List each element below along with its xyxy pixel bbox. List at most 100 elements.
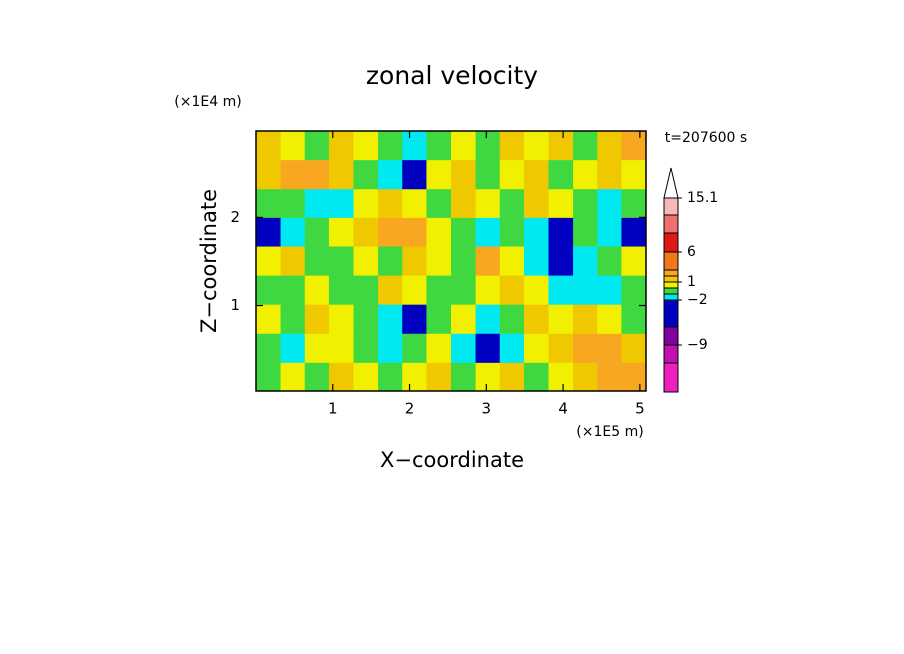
field-cell [548, 159, 574, 190]
field-cell [378, 131, 403, 161]
field-cell [304, 246, 330, 276]
field-cell [328, 275, 354, 305]
field-cell [548, 131, 574, 161]
colorbar-box [663, 197, 679, 216]
field-cell [621, 188, 647, 218]
field-cell [475, 246, 501, 276]
field-cell [523, 304, 549, 334]
field-cell [475, 304, 501, 334]
field-cell [426, 188, 452, 218]
field-cell [426, 217, 452, 247]
field-cell [402, 333, 427, 363]
field-cell [426, 131, 452, 161]
colorbar-box [663, 251, 679, 271]
field-cell [597, 159, 622, 190]
field-cell [256, 333, 282, 363]
field-cell [426, 246, 452, 276]
field-cell [353, 304, 379, 334]
colorbar-label: 6 [687, 244, 696, 260]
field-cell [280, 188, 306, 218]
field-cell [328, 333, 354, 363]
field-cell [597, 188, 622, 218]
field-cell [280, 333, 306, 363]
field-cell [378, 217, 403, 247]
field-cell [548, 362, 574, 392]
field-cell [573, 362, 598, 392]
field-cell [426, 362, 452, 392]
field-cell [475, 217, 501, 247]
field-cell [499, 131, 525, 161]
field-cell [451, 304, 477, 334]
contour-field [256, 131, 647, 392]
field-cell [548, 217, 574, 247]
field-cell [475, 188, 501, 218]
colorbar-box [663, 326, 679, 346]
field-cell [304, 275, 330, 305]
y-unit-label: (×1E4 m) [174, 94, 241, 110]
colorbar-box [663, 275, 679, 283]
field-cell [621, 159, 647, 190]
field-cell [353, 333, 379, 363]
field-cell [475, 159, 501, 190]
field-cell [548, 333, 574, 363]
colorbar-extend [663, 167, 679, 199]
field-cell [256, 217, 282, 247]
field-cell [573, 159, 598, 190]
field-cell [353, 362, 379, 392]
field-cell [475, 131, 501, 161]
field-cell [304, 217, 330, 247]
field-cell [499, 246, 525, 276]
field-cell [378, 188, 403, 218]
field-cell [621, 246, 647, 276]
x-tick-label: 1 [328, 400, 338, 418]
field-cell [621, 275, 647, 305]
field-cell [328, 188, 354, 218]
field-cell [304, 304, 330, 334]
x-axis-label: X−coordinate [380, 448, 524, 472]
field-cell [499, 217, 525, 247]
field-cell [523, 188, 549, 218]
x-unit-label: (×1E5 m) [576, 424, 643, 440]
field-cell [353, 188, 379, 218]
field-cell [621, 304, 647, 334]
field-cell [280, 131, 306, 161]
field-cell [621, 362, 647, 392]
field-cell [378, 275, 403, 305]
field-cell [523, 217, 549, 247]
colorbar-label: −2 [687, 292, 708, 308]
field-cell [548, 275, 574, 305]
field-cell [402, 362, 427, 392]
field-cell [548, 246, 574, 276]
field-cell [621, 131, 647, 161]
field-cell [280, 275, 306, 305]
field-cell [597, 304, 622, 334]
field-cell [523, 159, 549, 190]
field-cell [426, 159, 452, 190]
colorbar-box [663, 281, 679, 289]
field-cell [573, 131, 598, 161]
field-cell [378, 362, 403, 392]
field-cell [256, 275, 282, 305]
field-cell [597, 131, 622, 161]
field-cell [280, 159, 306, 190]
field-cell [475, 275, 501, 305]
field-cell [451, 362, 477, 392]
field-cell [548, 188, 574, 218]
field-cell [304, 188, 330, 218]
field-cell [402, 217, 427, 247]
field-cell [573, 246, 598, 276]
field-cell [451, 217, 477, 247]
colorbar-label: 15.1 [687, 190, 718, 206]
colorbar-box [663, 214, 679, 234]
field-cell [451, 131, 477, 161]
colorbar-box [663, 269, 679, 277]
field-cell [523, 362, 549, 392]
field-cell [426, 333, 452, 363]
field-cell [378, 159, 403, 190]
field-cell [256, 131, 282, 161]
field-cell [523, 246, 549, 276]
chart-title: zonal velocity [366, 61, 538, 90]
field-cell [280, 304, 306, 334]
field-cell [402, 159, 427, 190]
field-cell [499, 333, 525, 363]
